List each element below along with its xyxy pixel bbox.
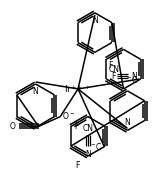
Text: O: O <box>10 122 16 131</box>
Text: N: N <box>131 72 137 80</box>
Text: CN: CN <box>108 65 119 74</box>
Text: Ir$^{+++}$: Ir$^{+++}$ <box>64 83 92 95</box>
Text: F: F <box>76 161 80 170</box>
Text: F: F <box>108 61 113 70</box>
Text: CN: CN <box>82 125 94 133</box>
Text: N: N <box>92 16 98 25</box>
Text: O$^-$: O$^-$ <box>62 110 75 121</box>
Text: N: N <box>33 87 38 96</box>
Text: $^-$C: $^-$C <box>89 141 103 152</box>
Text: F: F <box>111 72 116 81</box>
Text: N: N <box>85 150 91 159</box>
Text: $^-$C: $^-$C <box>125 74 139 84</box>
Text: N: N <box>125 119 130 127</box>
Text: F: F <box>74 122 78 131</box>
